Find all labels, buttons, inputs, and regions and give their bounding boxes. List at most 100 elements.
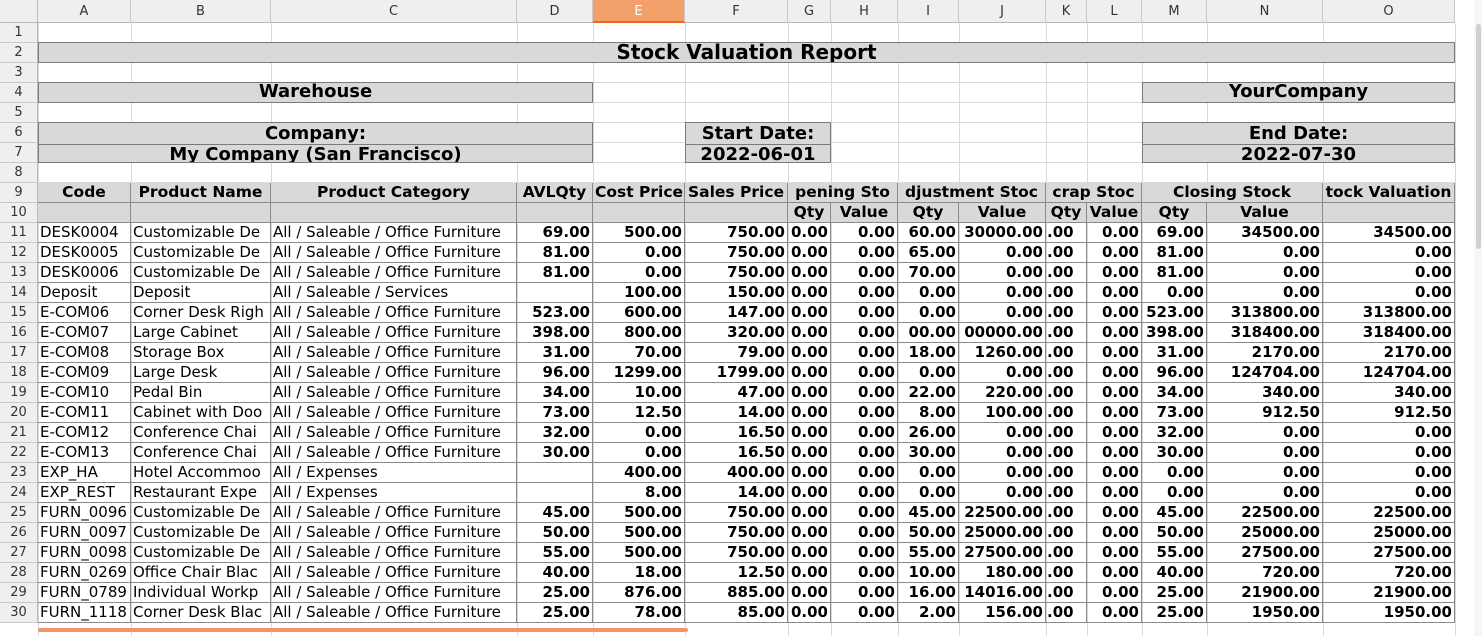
cell-value[interactable]: 0.00 — [831, 503, 898, 523]
cell-value[interactable]: 85.00 — [685, 603, 788, 623]
cell-product-name[interactable]: Cabinet with Doo — [131, 403, 271, 423]
cell-value[interactable]: 2.00 — [898, 603, 959, 623]
row-header-1[interactable]: 1 — [0, 23, 38, 43]
cell-value[interactable]: 500.00 — [593, 503, 685, 523]
row-header-13[interactable]: 13 — [0, 263, 38, 283]
cell-value[interactable]: 81.00 — [517, 263, 593, 283]
cell-value[interactable]: 0.00 — [831, 323, 898, 343]
cell-value[interactable]: 69.00 — [1142, 223, 1207, 243]
cell-value[interactable]: 0.00 — [788, 503, 831, 523]
cell-value[interactable]: .00 — [1046, 323, 1087, 343]
cell-code[interactable]: FURN_0096 — [38, 503, 131, 523]
cell-value[interactable]: 0.00 — [831, 563, 898, 583]
column-header-e[interactable]: E — [593, 0, 685, 23]
cell-value[interactable]: 0.00 — [1323, 283, 1455, 303]
cell-value[interactable] — [517, 283, 593, 303]
cell-product-name[interactable]: Customizable De — [131, 543, 271, 563]
row-header-9[interactable]: 9 — [0, 183, 38, 203]
cell-value[interactable]: 30.00 — [1142, 443, 1207, 463]
cell-value[interactable]: 0.00 — [1087, 223, 1142, 243]
cell-value[interactable]: 150.00 — [685, 283, 788, 303]
cell-value[interactable]: 65.00 — [898, 243, 959, 263]
cell-value[interactable]: 21900.00 — [1207, 583, 1323, 603]
cell-value[interactable]: 70.00 — [593, 343, 685, 363]
cell-value[interactable]: .00 — [1046, 563, 1087, 583]
cell-product-category[interactable]: All / Saleable / Office Furniture — [271, 523, 517, 543]
cell-product-category[interactable]: All / Saleable / Office Furniture — [271, 543, 517, 563]
column-header-l[interactable]: L — [1087, 0, 1142, 23]
cell-value[interactable]: 0.00 — [788, 463, 831, 483]
cell-value[interactable]: 25.00 — [517, 603, 593, 623]
cell-product-category[interactable]: All / Saleable / Office Furniture — [271, 563, 517, 583]
column-header-f[interactable]: F — [685, 0, 788, 23]
cell-code[interactable]: EXP_HA — [38, 463, 131, 483]
cell-product-name[interactable]: Deposit — [131, 283, 271, 303]
cell-value[interactable]: 220.00 — [959, 383, 1046, 403]
cell-value[interactable]: 16.50 — [685, 443, 788, 463]
cell-value[interactable]: 400.00 — [593, 463, 685, 483]
cell-value[interactable]: 0.00 — [788, 363, 831, 383]
row-header-27[interactable]: 27 — [0, 543, 38, 563]
cell-value[interactable]: 0.00 — [831, 543, 898, 563]
cell-value[interactable]: 45.00 — [1142, 503, 1207, 523]
cell-value[interactable]: .00 — [1046, 503, 1087, 523]
cell-value[interactable]: .00 — [1046, 523, 1087, 543]
cell-value[interactable]: 16.00 — [898, 583, 959, 603]
cell-value[interactable]: .00 — [1046, 303, 1087, 323]
cell-value[interactable]: 26.00 — [898, 423, 959, 443]
cell-value[interactable]: 0.00 — [831, 363, 898, 383]
cell-value[interactable]: 318400.00 — [1323, 323, 1455, 343]
cell-value[interactable]: .00 — [1046, 263, 1087, 283]
cell-value[interactable]: 55.00 — [1142, 543, 1207, 563]
cell-value[interactable]: 318400.00 — [1207, 323, 1323, 343]
cell-value[interactable]: 0.00 — [1087, 543, 1142, 563]
cell-value[interactable]: 0.00 — [788, 343, 831, 363]
column-header-m[interactable]: M — [1142, 0, 1207, 23]
cell-value[interactable]: 1950.00 — [1323, 603, 1455, 623]
cell-value[interactable]: 0.00 — [1087, 363, 1142, 383]
cell-value[interactable]: 34.00 — [1142, 383, 1207, 403]
row-header-12[interactable]: 12 — [0, 243, 38, 263]
cell-value[interactable]: 0.00 — [959, 483, 1046, 503]
cell-value[interactable]: 0.00 — [1207, 243, 1323, 263]
cell-value[interactable]: 0.00 — [959, 283, 1046, 303]
cell-value[interactable]: 70.00 — [898, 263, 959, 283]
cell-value[interactable]: .00 — [1046, 543, 1087, 563]
cell-code[interactable]: E-COM09 — [38, 363, 131, 383]
cell-value[interactable]: 0.00 — [1207, 443, 1323, 463]
cell-value[interactable]: 750.00 — [685, 223, 788, 243]
cell-code[interactable]: FURN_1118 — [38, 603, 131, 623]
cell-value[interactable]: 0.00 — [788, 483, 831, 503]
cell-value[interactable]: 8.00 — [593, 483, 685, 503]
cell-product-name[interactable]: Large Desk — [131, 363, 271, 383]
cell-product-category[interactable]: All / Saleable / Office Furniture — [271, 583, 517, 603]
cell-value[interactable]: 0.00 — [788, 303, 831, 323]
cell-value[interactable]: .00 — [1046, 243, 1087, 263]
cell-value[interactable]: 30.00 — [517, 443, 593, 463]
cell-value[interactable]: 0.00 — [831, 443, 898, 463]
cell-value[interactable]: 0.00 — [1207, 463, 1323, 483]
cell-value[interactable]: 32.00 — [517, 423, 593, 443]
cell-value[interactable]: 22500.00 — [1207, 503, 1323, 523]
cell-value[interactable]: 0.00 — [898, 303, 959, 323]
row-header-18[interactable]: 18 — [0, 363, 38, 383]
cell-value[interactable]: 0.00 — [1323, 443, 1455, 463]
cell-value[interactable]: 22500.00 — [1323, 503, 1455, 523]
cell-value[interactable]: 600.00 — [593, 303, 685, 323]
cell-value[interactable]: 0.00 — [1087, 283, 1142, 303]
cell-value[interactable]: 22500.00 — [959, 503, 1046, 523]
column-header-d[interactable]: D — [517, 0, 593, 23]
cell-value[interactable]: 0.00 — [1323, 263, 1455, 283]
cell-value[interactable]: 2170.00 — [1207, 343, 1323, 363]
cell-product-category[interactable]: All / Saleable / Office Furniture — [271, 343, 517, 363]
cell-value[interactable]: 0.00 — [1087, 603, 1142, 623]
cell-value[interactable]: 0.00 — [959, 243, 1046, 263]
cell-value[interactable]: 912.50 — [1323, 403, 1455, 423]
cell-value[interactable]: 523.00 — [517, 303, 593, 323]
cell-value[interactable]: 124704.00 — [1207, 363, 1323, 383]
row-header-30[interactable]: 30 — [0, 603, 38, 623]
cell-value[interactable]: 96.00 — [517, 363, 593, 383]
cell-value[interactable]: 0.00 — [831, 483, 898, 503]
cell-value[interactable]: 0.00 — [788, 403, 831, 423]
